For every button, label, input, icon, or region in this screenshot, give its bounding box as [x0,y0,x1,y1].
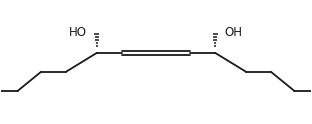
Text: HO: HO [69,26,87,39]
Text: OH: OH [224,26,242,39]
